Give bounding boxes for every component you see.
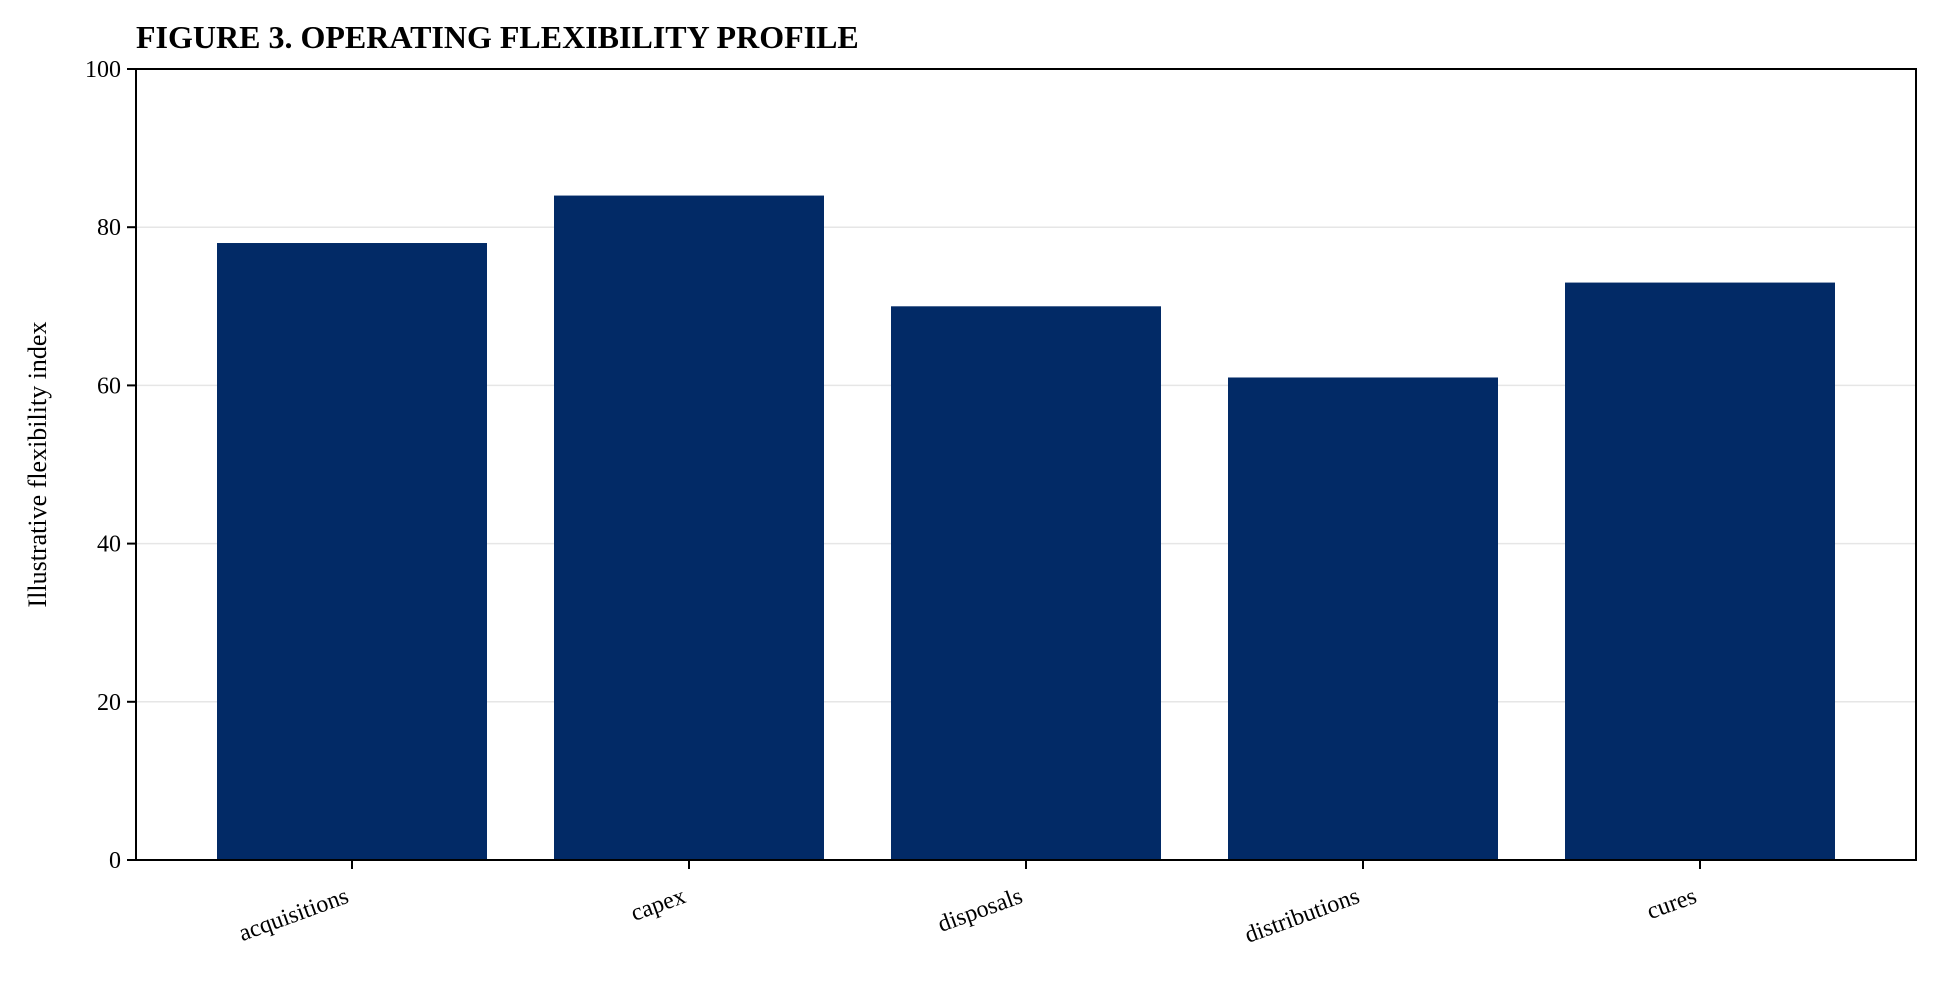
bar-distributions	[1228, 377, 1498, 860]
y-tick-label-40: 40	[97, 532, 121, 558]
x-tick-label-acquisitions: acquisitions	[235, 883, 352, 947]
bar-acquisitions	[217, 243, 487, 860]
y-axis-ticks: 0 20 40 60 80 100	[85, 57, 136, 874]
x-axis-ticks: acquisitions capex disposals distributions c…	[235, 860, 1701, 949]
x-tick-label-capex: capex	[628, 883, 689, 927]
bars	[217, 195, 1835, 860]
y-tick-label-20: 20	[97, 690, 121, 716]
chart-title: FIGURE 3. OPERATING FLEXIBILITY PROFILE	[136, 19, 859, 55]
bar-capex	[554, 195, 824, 860]
y-axis-label: Illustrative flexibility index	[23, 322, 52, 608]
y-tick-label-60: 60	[97, 373, 121, 399]
x-tick-label-cures: cures	[1644, 883, 1700, 925]
x-tick-label-distributions: distributions	[1241, 883, 1363, 948]
y-tick-label-0: 0	[109, 848, 121, 874]
y-tick-label-100: 100	[85, 57, 121, 83]
y-tick-label-80: 80	[97, 215, 121, 241]
bar-disposals	[891, 306, 1161, 860]
x-tick-label-disposals: disposals	[934, 883, 1026, 938]
bar-cures	[1565, 282, 1835, 860]
